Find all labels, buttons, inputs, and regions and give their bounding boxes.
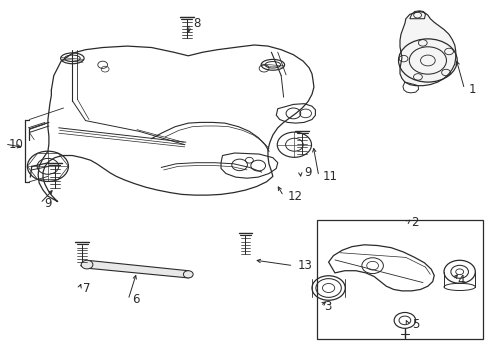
Text: 12: 12 (287, 190, 302, 203)
Text: 7: 7 (83, 282, 90, 295)
Text: 3: 3 (324, 300, 331, 312)
Text: 11: 11 (322, 170, 337, 183)
Text: 13: 13 (297, 259, 311, 272)
Text: 6: 6 (132, 293, 139, 306)
Circle shape (183, 271, 193, 278)
Text: 10: 10 (9, 138, 23, 150)
Text: 5: 5 (411, 318, 418, 330)
Text: 8: 8 (193, 17, 200, 30)
Text: 1: 1 (468, 83, 475, 96)
Text: 9: 9 (304, 166, 311, 179)
Text: 2: 2 (410, 216, 417, 229)
Text: 9: 9 (44, 197, 51, 210)
Bar (316, 220, 482, 339)
Circle shape (81, 260, 93, 269)
Polygon shape (81, 261, 191, 278)
Polygon shape (399, 12, 455, 86)
Text: 4: 4 (456, 274, 464, 287)
